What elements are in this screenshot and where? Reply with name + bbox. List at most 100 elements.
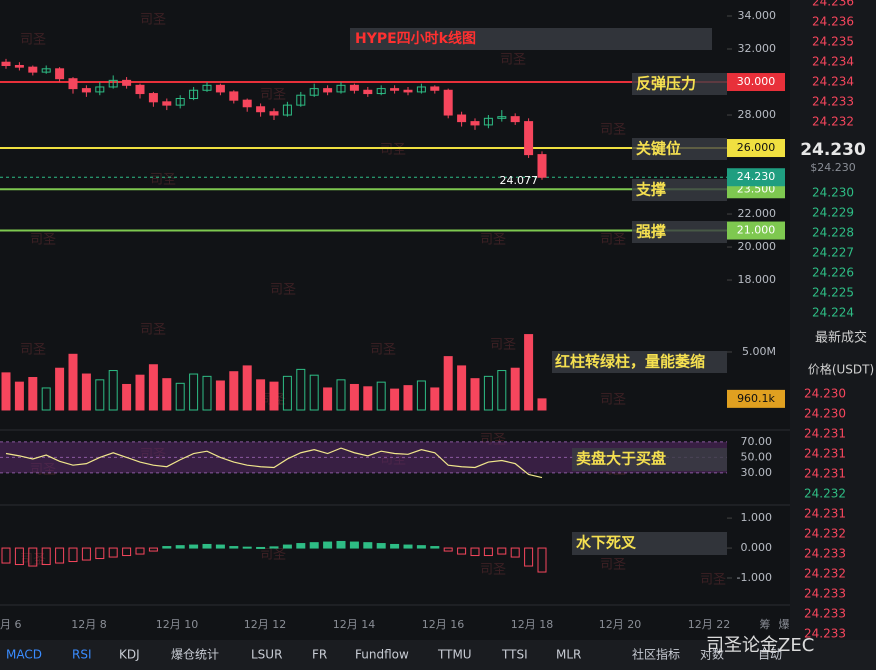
macd-bar xyxy=(41,547,51,566)
y-tick-label: 18.000 xyxy=(738,273,777,286)
volume-bar xyxy=(1,372,11,411)
tab[interactable]: 对数 xyxy=(700,647,724,662)
volume-bar xyxy=(376,381,386,411)
volume-bar xyxy=(135,374,145,411)
candle-body xyxy=(282,104,292,116)
trade-price: 24.230 xyxy=(804,387,846,401)
trades-title: 最新成交 xyxy=(815,330,867,346)
tab[interactable]: 爆仓统计 xyxy=(171,648,219,662)
bid-price: 24.224 xyxy=(812,306,854,320)
volume-bar xyxy=(323,387,333,411)
ask-price: 24.233 xyxy=(812,95,854,109)
x-tick-label: 筹 xyxy=(760,617,771,631)
candle-body xyxy=(430,86,440,91)
macd-bar xyxy=(390,543,400,549)
tab[interactable]: KDJ xyxy=(119,648,140,662)
candle-body xyxy=(41,68,51,73)
level-label: 21.000 xyxy=(737,224,776,237)
volume-bar xyxy=(14,381,24,411)
tab[interactable]: 社区指标 xyxy=(632,647,680,662)
order-panel xyxy=(790,0,876,640)
note-box xyxy=(572,448,727,471)
macd-bar xyxy=(135,547,145,555)
candle-body xyxy=(483,117,493,126)
macd-bar xyxy=(215,544,225,549)
y-tick-label: 20.000 xyxy=(738,240,777,253)
macd-bar xyxy=(108,547,118,558)
macd-bar xyxy=(483,547,493,557)
volume-bar xyxy=(202,375,212,411)
bid-price: 24.228 xyxy=(812,226,854,240)
tab[interactable]: FR xyxy=(312,648,327,662)
stamp: 司圣 xyxy=(480,233,506,248)
candle-body xyxy=(390,88,400,91)
y-tick-label: 32.000 xyxy=(738,42,777,55)
y-tick-label: 0.000 xyxy=(741,541,773,554)
macd-bar xyxy=(497,547,507,555)
ask-price: 24.236 xyxy=(812,15,854,29)
volume-bar xyxy=(443,356,453,411)
macd-bar xyxy=(336,540,346,549)
volume-bar xyxy=(55,367,65,411)
trade-price: 24.233 xyxy=(804,627,846,641)
candle-body xyxy=(336,84,346,93)
tab[interactable]: MLR xyxy=(556,648,581,662)
x-tick-label: 爆 xyxy=(779,617,790,631)
stamp: 司圣 xyxy=(270,283,296,298)
trade-price: 24.233 xyxy=(804,587,846,601)
tab[interactable]: MACD xyxy=(6,648,42,662)
candle-body xyxy=(148,93,158,103)
tab[interactable]: TTMU xyxy=(437,648,472,662)
trade-price: 24.231 xyxy=(804,467,846,481)
y-tick-label: 34.000 xyxy=(738,9,777,22)
candle-body xyxy=(256,106,266,113)
stamp: 司圣 xyxy=(140,323,166,338)
volume-bar xyxy=(403,385,413,411)
macd-bar xyxy=(95,547,105,560)
volume-bar xyxy=(95,379,105,411)
macd-bar xyxy=(309,542,319,549)
volume-bar xyxy=(41,387,51,411)
candle-body xyxy=(296,94,306,106)
candle-body xyxy=(95,86,105,93)
stamp: 司圣 xyxy=(490,338,516,353)
macd-bar xyxy=(14,547,24,566)
tab[interactable]: LSUR xyxy=(251,648,282,662)
volume-bar xyxy=(336,379,346,411)
level-note: 支撑 xyxy=(635,181,666,199)
usd-price: $24.230 xyxy=(810,161,856,174)
volume-box xyxy=(727,389,785,408)
candle-body xyxy=(470,121,480,126)
tab[interactable]: Fundflow xyxy=(355,648,409,662)
candle-body xyxy=(1,61,11,67)
volume-bar xyxy=(256,379,266,411)
candle-body xyxy=(443,89,453,116)
volume-bar xyxy=(470,378,480,411)
volume-bar xyxy=(108,370,118,411)
stamp: 司圣 xyxy=(260,88,286,103)
x-tick-label: 12月 20 xyxy=(599,618,642,631)
macd-bar xyxy=(282,544,292,549)
candle-body xyxy=(175,98,185,106)
trade-price: 24.233 xyxy=(804,607,846,621)
macd-bar xyxy=(189,544,199,549)
volume-bar xyxy=(81,373,91,411)
level-label: 26.000 xyxy=(737,141,776,154)
volume-bar xyxy=(537,398,547,411)
macd-bar xyxy=(81,547,91,561)
tab[interactable]: TTSI xyxy=(501,648,528,662)
x-tick-label: 12月 16 xyxy=(422,618,465,631)
current-price: 24.230 xyxy=(800,140,866,160)
tab[interactable]: 自动 xyxy=(758,648,782,662)
level-box xyxy=(727,73,785,92)
volume-label: 960.1k xyxy=(737,392,775,405)
note-box xyxy=(632,138,727,160)
low-label: 24.077 xyxy=(500,174,539,187)
x-tick-label: 12月 22 xyxy=(688,618,731,631)
volume-bar xyxy=(497,370,507,411)
note-box xyxy=(632,221,727,243)
trade-price: 24.231 xyxy=(804,447,846,461)
ask-price: 24.236 xyxy=(812,0,854,9)
bid-price: 24.227 xyxy=(812,246,854,260)
tab[interactable]: RSI xyxy=(72,648,92,662)
